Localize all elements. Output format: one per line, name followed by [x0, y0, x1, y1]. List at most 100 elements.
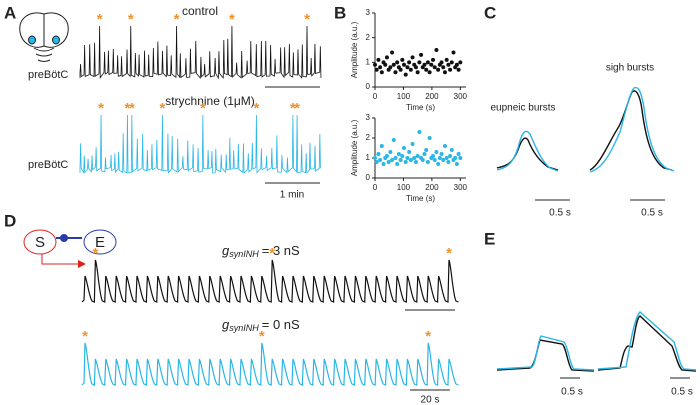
node-label: E	[95, 234, 105, 251]
star: *	[129, 100, 135, 117]
panel-label: B	[334, 3, 346, 22]
point	[442, 144, 447, 148]
point	[386, 160, 391, 164]
point	[442, 70, 447, 75]
star: *	[304, 11, 310, 28]
point	[454, 162, 459, 166]
point	[448, 67, 453, 72]
subscript: synINH	[229, 323, 259, 333]
point	[444, 57, 449, 62]
point	[448, 154, 453, 158]
panel-label: E	[484, 229, 495, 248]
point	[431, 57, 436, 62]
point	[410, 142, 415, 146]
point	[408, 158, 413, 162]
point	[441, 158, 446, 162]
point	[374, 67, 379, 72]
point	[388, 150, 393, 154]
point	[427, 70, 432, 75]
point	[456, 67, 461, 72]
point	[376, 152, 381, 156]
star: *	[446, 245, 452, 262]
point	[379, 144, 384, 148]
point	[384, 154, 389, 158]
x-tick-label: 100	[397, 92, 411, 101]
star: *	[92, 245, 98, 262]
trace	[79, 114, 321, 174]
x-tick-label: 300	[454, 183, 468, 192]
scale-label: 1 min	[280, 190, 304, 201]
point	[373, 156, 377, 160]
point	[436, 162, 441, 166]
star: *	[97, 11, 103, 28]
point	[415, 154, 420, 158]
point	[432, 65, 437, 70]
point	[424, 67, 429, 72]
point	[449, 148, 454, 152]
symbol: g	[222, 317, 230, 332]
star: *	[174, 11, 180, 28]
star: *	[98, 100, 104, 117]
point	[439, 60, 444, 65]
point	[390, 158, 395, 162]
region-label: preBötC	[28, 69, 68, 81]
star: *	[253, 100, 259, 117]
point	[393, 156, 398, 160]
point	[393, 70, 398, 75]
point	[413, 65, 418, 70]
point	[446, 160, 451, 164]
point	[417, 60, 422, 65]
point	[429, 62, 434, 67]
point	[453, 156, 458, 160]
point	[451, 50, 456, 55]
x-tick-label: 200	[425, 183, 439, 192]
point	[458, 156, 463, 160]
point	[374, 160, 379, 164]
point	[432, 158, 437, 162]
point	[408, 67, 413, 72]
brain-icon	[19, 12, 69, 62]
point	[424, 148, 429, 152]
point	[398, 158, 403, 162]
point	[403, 72, 408, 77]
point	[373, 62, 377, 67]
x-tick-label: 0	[373, 183, 378, 192]
y-tick-label: 3	[366, 8, 371, 17]
point	[407, 150, 412, 154]
point	[458, 60, 463, 65]
point	[449, 60, 454, 65]
symbol: g	[222, 243, 230, 258]
point	[378, 158, 383, 162]
star: *	[259, 328, 265, 345]
value: = 0 nS	[262, 317, 300, 332]
trace-label: eupneic bursts	[490, 103, 555, 114]
value: = 3 nS	[262, 243, 300, 258]
panel-label: A	[4, 3, 16, 22]
point	[444, 156, 449, 160]
panel-label: C	[484, 3, 496, 22]
point	[383, 62, 388, 67]
x-axis-label: Time (s)	[406, 194, 435, 203]
y-tick-label: 1	[366, 57, 371, 66]
scale-label: 0.5 s	[641, 208, 663, 219]
star: *	[290, 100, 296, 117]
node-label: S	[35, 234, 45, 251]
point	[456, 152, 461, 156]
star: *	[294, 100, 300, 117]
x-tick-label: 0	[373, 92, 378, 101]
x-tick-label: 100	[397, 183, 411, 192]
point	[391, 62, 396, 67]
burst-traces	[496, 86, 675, 173]
star: *	[425, 328, 431, 345]
point	[402, 62, 407, 67]
point	[405, 156, 410, 160]
point	[446, 62, 451, 67]
point	[439, 152, 444, 156]
y-axis-label: Amplitude (a.u.)	[350, 119, 359, 176]
point	[407, 60, 412, 65]
subscript: synINH	[229, 249, 259, 259]
point	[410, 55, 415, 60]
y-tick-label: 1	[366, 153, 371, 162]
point	[441, 65, 446, 70]
